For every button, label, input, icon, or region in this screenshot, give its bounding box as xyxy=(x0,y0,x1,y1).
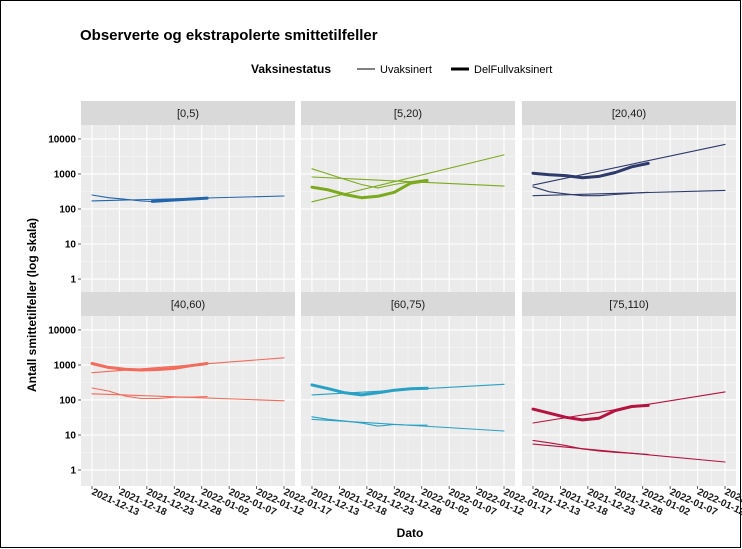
facet-panel: [60,75)2021-12-132021-12-182021-12-23202… xyxy=(301,292,553,519)
series-line-uvaksinert-observed xyxy=(311,168,428,189)
series-line-delfullvaksinert-observed xyxy=(531,161,650,180)
facet-strip xyxy=(522,101,736,125)
facet-panel: [5,20) xyxy=(301,101,515,295)
facet-strip xyxy=(301,292,515,316)
series-line-uvaksinert-extrapolated xyxy=(311,176,505,187)
facet-panel: [20,40) xyxy=(522,101,736,295)
series-line-delfullvaksinert-observed xyxy=(90,362,209,372)
series-line-uvaksinert-extrapolated xyxy=(532,189,726,197)
legend-label-delfullvaksinert: DelFullvaksinert xyxy=(474,64,552,76)
series-line-delfullvaksinert-extrapolated xyxy=(91,357,285,374)
facet-strip-label: [0,5) xyxy=(177,108,199,120)
y-tick-label: 1000 xyxy=(54,360,77,371)
series-line-delfullvaksinert-extrapolated xyxy=(311,154,505,203)
facet-panel: [40,60)1101001000100002021-12-132021-12-… xyxy=(48,292,333,519)
legend-label-uvaksinert: Uvaksinert xyxy=(380,64,432,76)
series-line-uvaksinert-extrapolated xyxy=(532,443,726,463)
y-axis-title: Antall smittetilfeller (log skala) xyxy=(25,218,39,392)
facet-panel: [75,110)2021-12-132021-12-182021-12-2320… xyxy=(522,292,742,519)
y-tick-label: 10 xyxy=(65,240,77,251)
legend-title: Vaksinestatus xyxy=(251,62,331,76)
y-tick-label: 1 xyxy=(70,466,76,477)
facet-strip-label: [40,60) xyxy=(171,299,205,311)
y-tick-label: 1000 xyxy=(54,169,77,180)
series-line-uvaksinert-extrapolated xyxy=(311,418,505,432)
facet-strip-label: [75,110) xyxy=(609,299,649,311)
series-line-uvaksinert-extrapolated xyxy=(91,393,285,402)
facet-panels: [0,5) 1 10 100 1000 10000 [5,20) [20,40) [40,60)… xyxy=(48,101,742,519)
facet-strip xyxy=(81,101,295,125)
y-tick-label: 10 xyxy=(65,431,77,442)
facet-strip-label: [60,75) xyxy=(391,299,425,311)
y-tick-label: 100 xyxy=(59,204,76,215)
facet-panel: [0,5) 1 10 100 1000 10000 xyxy=(48,101,295,295)
series-line-delfullvaksinert-extrapolated xyxy=(532,391,726,424)
series-line-delfullvaksinert-extrapolated xyxy=(532,143,726,186)
facet-strip xyxy=(522,292,736,316)
series-line-delfullvaksinert-extrapolated xyxy=(311,383,505,396)
facet-strip xyxy=(81,292,295,316)
facet-strip-label: [20,40) xyxy=(612,108,646,120)
facet-strip xyxy=(301,101,515,125)
y-tick-label: 10000 xyxy=(48,134,76,145)
series-line-delfullvaksinert-observed xyxy=(150,196,209,203)
x-axis-title: Dato xyxy=(397,526,424,540)
legend: Vaksinestatus Uvaksinert DelFullvaksiner… xyxy=(251,62,552,76)
y-tick-label: 1 xyxy=(70,275,76,286)
facet-strip-label: [5,20) xyxy=(394,108,422,120)
y-tick-label: 10000 xyxy=(48,325,76,336)
chart-title: Observerte og ekstrapolerte smittetilfel… xyxy=(80,27,378,44)
series-line-delfullvaksinert-observed xyxy=(310,179,429,200)
series-line-delfullvaksinert-observed xyxy=(310,383,429,397)
y-tick-label: 100 xyxy=(59,395,76,406)
